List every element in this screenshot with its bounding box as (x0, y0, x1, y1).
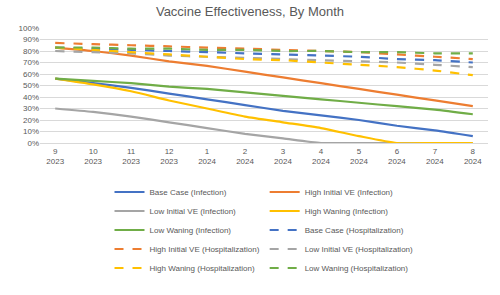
svg-text:72024: 72024 (426, 147, 444, 166)
svg-text:Low Waning (Infection): Low Waning (Infection) (150, 226, 232, 235)
svg-text:122023: 122023 (160, 147, 178, 166)
svg-text:82024: 82024 (464, 147, 482, 166)
svg-text:Base Case (Infection): Base Case (Infection) (150, 188, 227, 197)
svg-text:70%: 70% (23, 58, 39, 67)
svg-text:12024: 12024 (198, 147, 216, 166)
svg-text:10%: 10% (23, 127, 39, 136)
svg-text:112023: 112023 (122, 147, 140, 166)
svg-text:Low Initial VE (Infection): Low Initial VE (Infection) (150, 207, 237, 216)
svg-text:80%: 80% (23, 47, 39, 56)
svg-text:60%: 60% (23, 70, 39, 79)
svg-text:High Initial VE (Infection): High Initial VE (Infection) (305, 188, 393, 197)
svg-text:30%: 30% (23, 104, 39, 113)
svg-text:100%: 100% (19, 24, 39, 33)
svg-text:Low Waning (Hospitalization): Low Waning (Hospitalization) (305, 264, 409, 273)
svg-text:Base Case (Hospitalization): Base Case (Hospitalization) (305, 226, 404, 235)
svg-text:42024: 42024 (312, 147, 330, 166)
svg-text:Vaccine Effectiveness, By Mont: Vaccine Effectiveness, By Month (156, 4, 344, 19)
svg-text:62024: 62024 (388, 147, 406, 166)
svg-text:High Waning (Infection): High Waning (Infection) (305, 207, 389, 216)
svg-text:40%: 40% (23, 93, 39, 102)
svg-text:32024: 32024 (274, 147, 292, 166)
svg-text:Low Initial VE (Hospitalizatio: Low Initial VE (Hospitalization) (305, 245, 413, 254)
svg-text:50%: 50% (23, 81, 39, 90)
svg-text:20%: 20% (23, 116, 39, 125)
svg-text:22024: 22024 (236, 147, 254, 166)
svg-text:High Initial VE (Hospitalizati: High Initial VE (Hospitalization) (150, 245, 260, 254)
svg-text:High Waning (Hospitalization): High Waning (Hospitalization) (150, 264, 255, 273)
svg-text:92023: 92023 (46, 147, 64, 166)
svg-text:102023: 102023 (84, 147, 102, 166)
svg-text:52024: 52024 (350, 147, 368, 166)
svg-text:90%: 90% (23, 35, 39, 44)
svg-text:0%: 0% (27, 139, 39, 148)
